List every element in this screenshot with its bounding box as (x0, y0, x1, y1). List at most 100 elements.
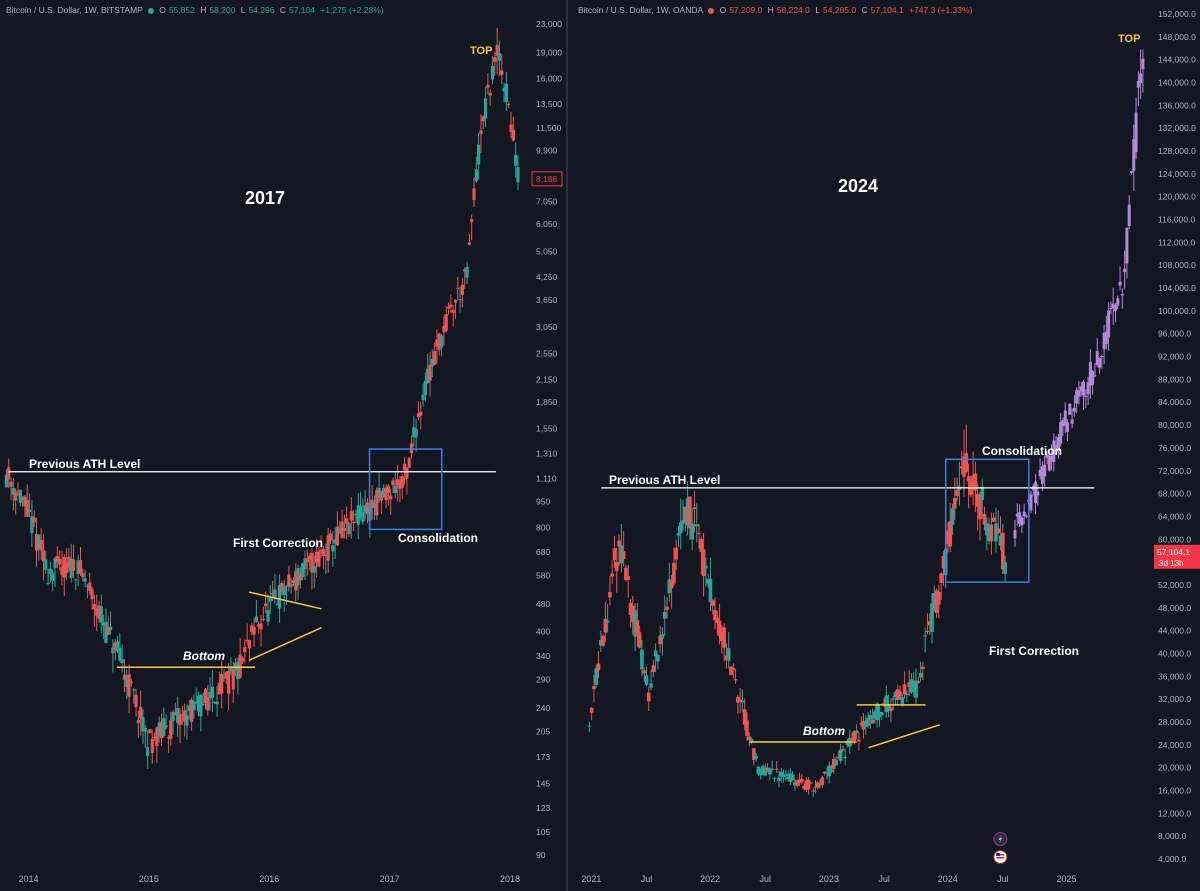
candle-body (662, 611, 667, 619)
projection-body (1013, 530, 1017, 539)
candle-body (820, 777, 825, 786)
candle-body (419, 411, 423, 416)
y-tick-label: 52,000.0 (1158, 580, 1191, 590)
close-value: 57,104 (288, 5, 315, 15)
candle-body (975, 493, 980, 507)
candle-body (60, 567, 64, 575)
candle-body (781, 775, 786, 777)
candle-body (99, 606, 103, 623)
projection-body (1054, 445, 1058, 449)
candle-body (227, 671, 231, 694)
candle-body (314, 552, 319, 564)
chart-2017-svg[interactable]: 23,000 19,000 16,000 13,500 11,500 9,900 7,050… (0, 0, 566, 891)
top-label: TOP (1118, 33, 1140, 45)
candle-body (62, 557, 66, 578)
y-tick-label: 480 (536, 599, 550, 609)
candle-body (340, 521, 344, 538)
candle-body (111, 647, 115, 654)
candle-body (971, 475, 975, 489)
candle-body (870, 719, 875, 724)
y-tick-label: 800 (536, 522, 550, 532)
candle-body (180, 714, 184, 716)
candle-body (507, 104, 511, 106)
candle-body (605, 620, 610, 623)
candle-body (446, 306, 451, 309)
candle-body (338, 528, 342, 534)
candle-body (626, 576, 631, 580)
candle-body (310, 552, 314, 573)
candle-body (660, 634, 665, 639)
candle-body (393, 485, 397, 494)
projection-body (1116, 298, 1120, 306)
us-flag-stripe (996, 857, 1005, 859)
y-tick-label: 100,000.0 (1158, 306, 1196, 316)
candle-body (206, 697, 210, 711)
projection-body (1098, 357, 1102, 368)
y-tick-label: 96,000.0 (1158, 329, 1191, 339)
candle-body (770, 768, 774, 770)
candle-body (229, 667, 233, 672)
candle-body (932, 592, 937, 611)
y-tick-label: 76,000.0 (1158, 443, 1191, 453)
candle-body (7, 467, 11, 480)
candle-body (53, 558, 57, 568)
candle-body (829, 769, 834, 772)
candle-body (978, 495, 982, 520)
candle-body (667, 579, 672, 594)
projection-body (1127, 204, 1131, 227)
candle-body (257, 624, 261, 627)
candle-body (845, 741, 850, 745)
candle-body (171, 712, 175, 721)
candle-body (271, 592, 275, 595)
candle-body (169, 720, 173, 739)
candle-body (460, 284, 465, 296)
candle-body (806, 779, 811, 790)
y-tick-label: 48,000.0 (1158, 603, 1191, 613)
y-tick-label: 136,000.0 (1158, 100, 1196, 110)
consolidation-box (944, 458, 1030, 583)
candle-body (907, 682, 911, 688)
chart-2024-panel[interactable]: Bitcoin / U.S. Dollar, 1W, OANDA O 57,209… (568, 0, 1200, 891)
y-tick-label: 16,000.0 (1158, 785, 1191, 795)
consolidation-label: Consolidation (982, 444, 1062, 458)
candle-body (421, 394, 425, 401)
candle-body (370, 499, 374, 508)
candle-body (731, 668, 736, 670)
candle-body (166, 737, 171, 739)
candle-body (681, 520, 685, 524)
chart-2024-svg[interactable]: 152,000.0 148,000.0 144,000.0 140,000.0 136,… (568, 0, 1200, 891)
y-tick-label: 68,000.0 (1158, 489, 1191, 499)
candle-body (37, 534, 41, 549)
candle-body (308, 555, 312, 559)
projection-body (1020, 517, 1024, 526)
candle-body (964, 453, 969, 472)
candle-body (358, 505, 363, 518)
candle-body (989, 524, 994, 542)
candle-body (948, 520, 953, 547)
candle-body (238, 654, 242, 678)
candle-body (231, 669, 235, 690)
y-tick-label: 44,000.0 (1158, 626, 1191, 636)
candle-body (966, 476, 971, 482)
candle-body (724, 655, 729, 661)
candle-body (23, 496, 27, 507)
candle-body (247, 640, 252, 649)
candle-body (592, 686, 596, 690)
y-tick-label: 144,000.0 (1158, 55, 1196, 65)
candle-body (843, 756, 848, 758)
x-tick-label: Jul (878, 874, 890, 884)
projection-body (1111, 303, 1115, 308)
candle-body (962, 456, 966, 477)
candle-body (886, 704, 891, 711)
y-tick-label: 4,000.0 (1158, 854, 1187, 864)
candle-body (610, 573, 615, 577)
candle-body (34, 534, 39, 551)
x-tick-label: Jul (641, 874, 653, 884)
y-tick-label: 173 (536, 752, 550, 762)
projection-body (1018, 512, 1022, 524)
projection-body (1015, 513, 1019, 517)
projection-body (1113, 305, 1117, 311)
chart-2017-panel[interactable]: Bitcoin / U.S. Dollar, 1W, BITSTAMP O 55,… (0, 0, 566, 891)
candle-body (125, 675, 129, 688)
candle-body (891, 698, 895, 700)
